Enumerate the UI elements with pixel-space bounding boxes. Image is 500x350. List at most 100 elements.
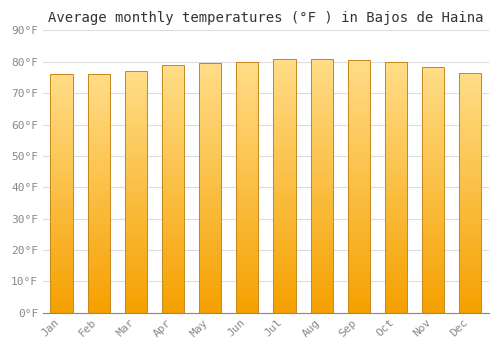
Bar xyxy=(88,96,110,98)
Bar xyxy=(310,241,333,244)
Bar xyxy=(459,87,481,90)
Bar xyxy=(348,250,370,252)
Bar xyxy=(274,224,295,226)
Bar xyxy=(274,219,295,221)
Bar xyxy=(88,93,110,96)
Bar xyxy=(88,74,110,313)
Bar xyxy=(124,134,147,136)
Bar xyxy=(422,222,444,224)
Bar xyxy=(422,150,444,153)
Bar xyxy=(422,158,444,160)
Bar xyxy=(422,305,444,308)
Bar xyxy=(422,172,444,175)
Bar xyxy=(459,157,481,159)
Bar xyxy=(459,205,481,207)
Bar xyxy=(422,295,444,298)
Bar xyxy=(162,310,184,313)
Bar xyxy=(162,122,184,124)
Bar xyxy=(199,308,222,310)
Bar xyxy=(162,298,184,300)
Bar xyxy=(88,232,110,234)
Bar xyxy=(459,111,481,113)
Bar xyxy=(422,66,444,69)
Bar xyxy=(124,117,147,119)
Bar xyxy=(274,59,295,313)
Bar xyxy=(310,264,333,267)
Bar xyxy=(50,310,72,313)
Bar xyxy=(236,155,258,157)
Bar xyxy=(422,121,444,123)
Bar xyxy=(274,183,295,186)
Bar xyxy=(236,145,258,147)
Bar xyxy=(385,273,407,275)
Bar xyxy=(199,193,222,196)
Bar xyxy=(459,109,481,111)
Bar xyxy=(162,251,184,253)
Bar xyxy=(162,70,184,72)
Bar xyxy=(199,233,222,235)
Bar xyxy=(236,127,258,130)
Bar xyxy=(310,89,333,92)
Bar xyxy=(348,199,370,202)
Bar xyxy=(422,202,444,204)
Bar xyxy=(274,302,295,305)
Bar xyxy=(88,301,110,303)
Bar xyxy=(236,217,258,220)
Bar xyxy=(236,240,258,243)
Bar xyxy=(162,127,184,130)
Bar xyxy=(162,248,184,251)
Bar xyxy=(385,245,407,247)
Bar xyxy=(199,198,222,201)
Bar xyxy=(422,71,444,74)
Bar xyxy=(124,293,147,296)
Bar xyxy=(50,227,72,229)
Bar xyxy=(88,272,110,274)
Bar xyxy=(348,206,370,209)
Bar xyxy=(50,91,72,93)
Bar xyxy=(348,78,370,80)
Bar xyxy=(88,105,110,108)
Bar xyxy=(124,146,147,148)
Bar xyxy=(459,106,481,109)
Bar xyxy=(124,221,147,223)
Bar xyxy=(385,232,407,235)
Bar xyxy=(236,164,258,167)
Bar xyxy=(348,245,370,247)
Bar xyxy=(162,102,184,105)
Bar xyxy=(348,277,370,280)
Bar xyxy=(348,171,370,174)
Bar xyxy=(124,279,147,281)
Bar xyxy=(162,68,184,70)
Bar xyxy=(422,253,444,256)
Bar xyxy=(199,81,222,83)
Bar xyxy=(236,119,258,122)
Bar xyxy=(124,95,147,98)
Bar xyxy=(385,125,407,127)
Bar xyxy=(88,77,110,79)
Bar xyxy=(162,119,184,122)
Bar xyxy=(459,222,481,224)
Bar xyxy=(310,198,333,201)
Bar xyxy=(124,170,147,173)
Bar xyxy=(199,68,222,71)
Bar xyxy=(50,246,72,248)
Bar xyxy=(274,130,295,132)
Bar xyxy=(199,196,222,198)
Bar xyxy=(310,219,333,221)
Bar xyxy=(459,214,481,217)
Bar xyxy=(236,125,258,127)
Title: Average monthly temperatures (°F ) in Bajos de Haina: Average monthly temperatures (°F ) in Ba… xyxy=(48,11,484,25)
Bar xyxy=(459,286,481,289)
Bar xyxy=(422,256,444,259)
Bar xyxy=(88,196,110,198)
Bar xyxy=(199,91,222,93)
Bar xyxy=(236,110,258,112)
Bar xyxy=(385,137,407,140)
Bar xyxy=(274,175,295,178)
Bar xyxy=(124,76,147,78)
Bar xyxy=(124,119,147,122)
Bar xyxy=(88,210,110,212)
Bar xyxy=(274,163,295,165)
Bar xyxy=(348,295,370,298)
Bar xyxy=(162,226,184,229)
